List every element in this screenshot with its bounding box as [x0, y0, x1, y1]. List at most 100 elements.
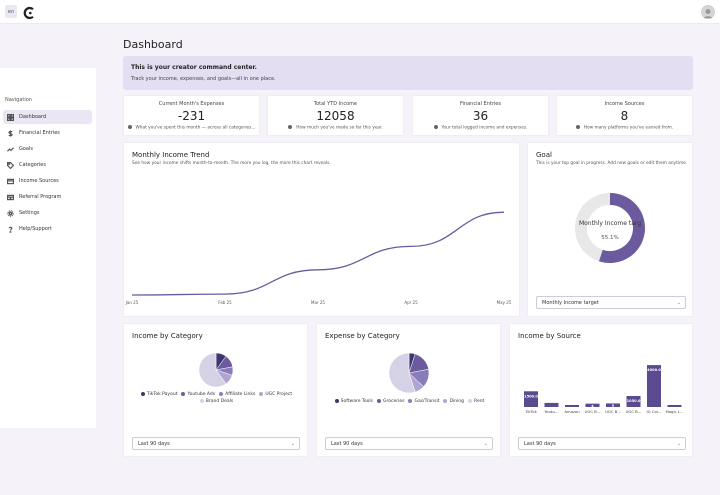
legend-swatch: [408, 398, 413, 403]
sidebar-item-referral-program[interactable]: Referral Program: [3, 190, 92, 204]
x-tick-label: Feb 25: [218, 300, 232, 305]
stat-label: Total YTD Income: [313, 101, 358, 107]
income-category-range-select[interactable]: Last 90 days ⌄: [132, 437, 300, 450]
sidebar-item-label: Settings: [19, 210, 40, 216]
goal-progress-arc: [598, 193, 645, 263]
range-select-value: Last 90 days: [138, 440, 170, 447]
card-title: Income by Category: [132, 332, 203, 340]
bar[interactable]: [565, 405, 579, 407]
x-tick-label: IG Col...: [647, 409, 662, 414]
trend-series-line: [131, 211, 505, 296]
chevron-down-icon: ⌄: [676, 300, 681, 306]
stat-card-financial-entries: Financial Entries 36 Your total logged i…: [412, 95, 549, 136]
bar[interactable]: [585, 403, 600, 407]
sidebar-item-categories[interactable]: Categories: [3, 158, 92, 172]
bar[interactable]: [667, 405, 682, 407]
info-icon: [575, 125, 580, 129]
card-title: Monthly Income Trend: [132, 151, 210, 159]
info-icon: [288, 125, 293, 129]
stat-label: Income Sources: [604, 101, 645, 107]
legend-swatch: [199, 398, 204, 403]
user-avatar[interactable]: [701, 5, 715, 19]
legend-label: Groceries: [383, 399, 405, 404]
stat-card-ytd-income: Total YTD Income 12058 How much you've m…: [267, 95, 404, 136]
tag-icon: [7, 161, 14, 169]
help-icon: [8, 226, 13, 233]
legend-label: UGC Project: [265, 392, 293, 397]
bar[interactable]: [544, 402, 559, 407]
sidebar-item-goals[interactable]: Goals: [3, 142, 92, 156]
legend-item: UGC Project: [259, 391, 293, 397]
bar[interactable]: [626, 396, 641, 407]
x-tick-label: UGC B...: [585, 409, 601, 414]
sidebar-item-income-sources[interactable]: Income Sources: [3, 174, 92, 188]
x-tick-label: UGC B...: [626, 409, 642, 414]
stat-value: 8: [620, 109, 629, 123]
legend-item: Software Tools: [334, 398, 373, 404]
sidebar-item-settings[interactable]: Settings: [3, 206, 92, 220]
x-tick-label: Magic L...: [665, 409, 683, 414]
expense-category-pie: [388, 352, 430, 394]
stat-label: Financial Entries: [460, 101, 501, 107]
chevron-down-icon: ⌄: [290, 441, 295, 447]
sidebar-item-help-support[interactable]: Help/Support: [3, 222, 92, 236]
expense-category-legend: Software Tools Groceries Gas/Transit Dining…: [327, 398, 492, 405]
legend-item: Groceries: [377, 398, 405, 404]
legend-item: Affiliate Links: [219, 391, 255, 397]
goal-center-label: Monthly Income targ: [579, 220, 641, 227]
sidebar-item-label: Referral Program: [19, 194, 62, 200]
legend-label: TikTok Payout: [146, 392, 178, 397]
legend-item: Dining: [443, 398, 464, 404]
sidebar: Navigation Dashboard Financial Entries G…: [0, 68, 96, 428]
page-title: Dashboard: [123, 38, 183, 51]
income-source-range-select[interactable]: Last 90 days ⌄: [518, 437, 686, 450]
expense-category-range-select[interactable]: Last 90 days ⌄: [325, 437, 493, 450]
legend-label: Brand Deals: [205, 399, 234, 404]
stat-description: How much you've made so far this year.: [268, 125, 403, 131]
x-tick-label: Mar 25: [311, 300, 325, 305]
dollar-icon: [8, 129, 13, 137]
legend-swatch: [334, 398, 339, 403]
bar-value-label: $1500.00: [522, 394, 541, 398]
bar-value-label: $1050.00: [624, 399, 643, 403]
app-logo[interactable]: [22, 5, 36, 20]
sidebar-item-label: Dashboard: [19, 114, 47, 120]
bar[interactable]: [647, 365, 661, 407]
logo-icon: [23, 6, 34, 20]
bar-value-label: $: [612, 404, 615, 408]
card-icon: [7, 178, 14, 184]
sidebar-item-label: Financial Entries: [19, 130, 60, 136]
stat-description: What you've spent this month — across al…: [124, 125, 259, 131]
sidebar-item-dashboard[interactable]: Dashboard: [3, 110, 92, 124]
top-bar: en: [0, 0, 720, 24]
gear-icon: [7, 209, 14, 217]
pie-slice[interactable]: [198, 352, 227, 388]
bar[interactable]: [606, 403, 620, 407]
sidebar-item-financial-entries[interactable]: Financial Entries: [3, 126, 92, 140]
range-select-value: Last 90 days: [524, 440, 556, 447]
sidebar-item-label: Goals: [19, 146, 33, 152]
goal-percent: 55.1%: [601, 235, 618, 241]
card-subtitle: This is your top goal in progress. Add n…: [536, 161, 688, 166]
x-tick-label: UGC B...: [605, 409, 621, 414]
stat-description-text: What you've spent this month — across al…: [135, 125, 256, 131]
x-tick-label: May 25: [497, 300, 512, 305]
x-tick-label: Amazon: [564, 409, 580, 414]
card-title: Goal: [536, 151, 552, 159]
bar-value-label: $4000.00: [645, 368, 664, 372]
legend-swatch: [219, 391, 224, 396]
bar[interactable]: [524, 391, 538, 407]
chevron-down-icon: ⌄: [483, 441, 488, 447]
stat-card-income-sources: Income Sources 8 How many platforms you'…: [556, 95, 693, 136]
income-trend-chart: Jan 25 Feb 25 Mar 25 Apr 25 May 25: [125, 211, 512, 305]
pie-slice[interactable]: [388, 352, 416, 394]
language-switcher[interactable]: en: [5, 5, 17, 18]
legend-swatch: [377, 398, 382, 403]
stat-description-text: How much you've made so far this year.: [296, 125, 383, 131]
x-tick-label: Jan 25: [125, 300, 139, 305]
stat-value: 36: [472, 109, 489, 123]
goal-select[interactable]: Monthly Income target ⌄: [536, 296, 686, 309]
income-by-category-card: Income by Category TikTok Payout Youtube …: [123, 323, 308, 457]
stat-description: Your total logged income and expenses.: [413, 125, 548, 131]
